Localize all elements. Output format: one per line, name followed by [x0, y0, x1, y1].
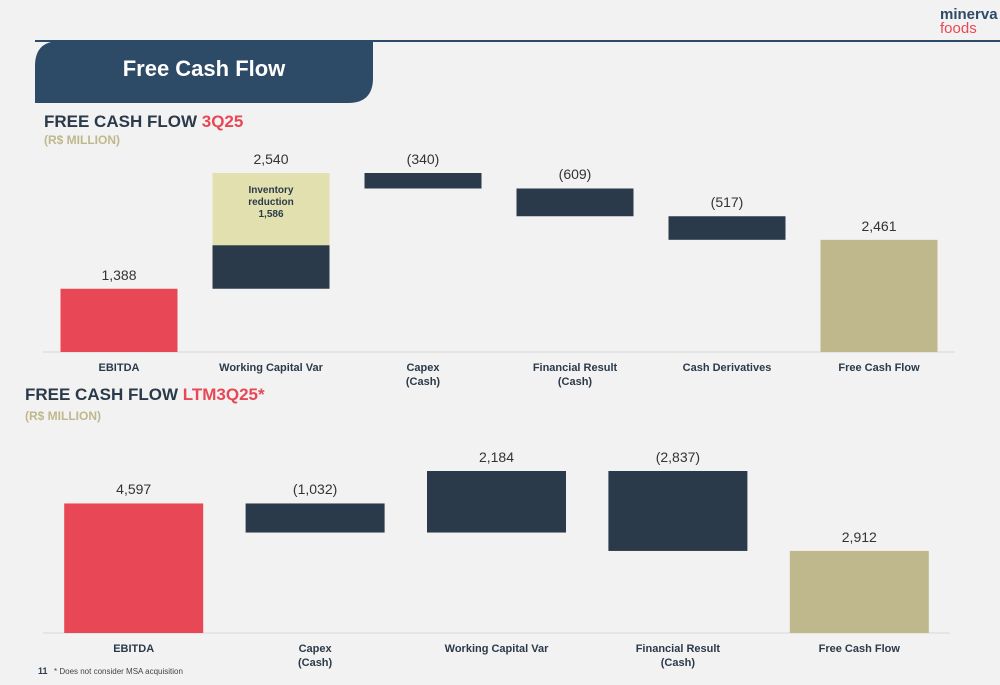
value-label: (1,032) — [292, 481, 338, 498]
category-label: EBITDA — [113, 643, 155, 655]
chart-title: FREE CASH FLOW LTM3Q25* — [25, 385, 265, 405]
value-label: 4,597 — [116, 481, 152, 498]
value-label: 2,461 — [861, 217, 897, 234]
category-label: Working Capital Var — [219, 362, 323, 374]
value-label: (517) — [710, 194, 744, 211]
category-label: Free Cash Flow — [818, 643, 900, 655]
bar — [364, 173, 482, 189]
category-label: Working Capital Var — [444, 643, 549, 655]
bar — [516, 188, 634, 217]
chart-subtitle: (R$ MILLION) — [25, 409, 101, 423]
bar — [427, 471, 566, 533]
bar — [820, 239, 938, 352]
value-label: (2,837) — [655, 449, 701, 465]
header-tab — [35, 41, 373, 103]
title-highlight: LTM3Q25* — [182, 385, 265, 404]
bar — [668, 216, 786, 240]
title-main: FREE CASH FLOW — [44, 112, 197, 131]
category-label: EBITDA — [98, 362, 140, 374]
category-label: Financial Result (Cash) — [532, 362, 618, 388]
value-label: 2,540 — [253, 151, 289, 167]
bar — [64, 503, 204, 633]
bar — [789, 550, 929, 633]
value-label: 2,912 — [841, 528, 877, 545]
value-label: (340) — [406, 151, 440, 167]
category-label: Capex (Cash) — [405, 362, 441, 388]
bar — [245, 503, 385, 533]
bar — [608, 471, 748, 551]
annotation-text: Inventory reduction — [248, 185, 294, 208]
page-number: 11 — [38, 666, 48, 676]
logo-top: minerva — [940, 6, 998, 23]
annotation-segment — [212, 173, 330, 246]
bar — [60, 288, 178, 352]
chart-subtitle: (R$ MILLION) — [44, 133, 120, 147]
footnote: * Does not consider MSA acquisition — [54, 667, 183, 676]
category-label: Cash Derivatives — [682, 362, 772, 374]
title-highlight: 3Q25 — [201, 112, 244, 131]
value-label: 2,184 — [478, 449, 515, 465]
chart-title: FREE CASH FLOW 3Q25 — [44, 112, 243, 132]
category-label: Capex (Cash) — [297, 643, 333, 669]
value-label: 1,388 — [101, 266, 137, 283]
category-label: Free Cash Flow — [838, 362, 920, 374]
value-label: (609) — [558, 166, 592, 183]
category-label: Financial Result (Cash) — [635, 643, 721, 669]
title-main: FREE CASH FLOW — [25, 385, 178, 404]
annotation-value: 1,586 — [258, 209, 284, 220]
logo-bottom: foods — [940, 20, 977, 37]
header-title: Free Cash Flow — [122, 56, 286, 81]
